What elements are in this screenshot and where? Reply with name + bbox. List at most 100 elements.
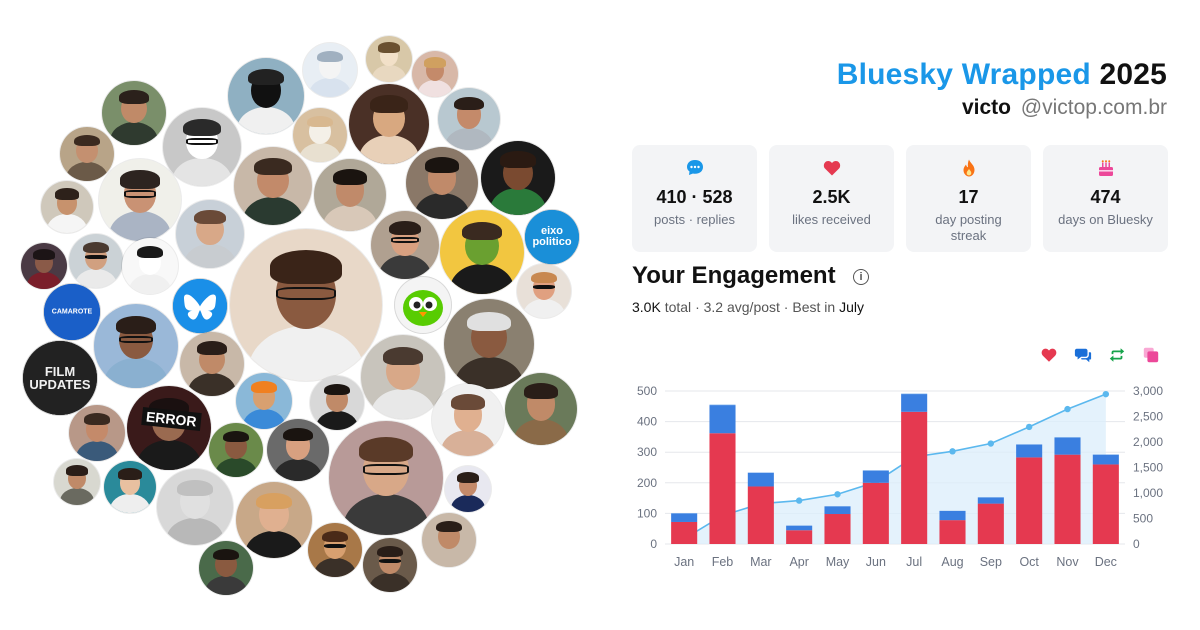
eixo-politico-avatar[interactable]: eixo politico [525, 210, 579, 264]
y2-tick-label: 0 [1133, 537, 1140, 551]
avatar-hair [83, 412, 111, 426]
avatar-hair [523, 383, 559, 399]
bar-segment [747, 486, 774, 544]
avatar[interactable] [69, 405, 125, 461]
avatar[interactable] [366, 36, 412, 82]
avatar[interactable] [444, 299, 534, 389]
avatar[interactable] [209, 423, 263, 477]
reply-icon[interactable] [1072, 346, 1094, 368]
info-icon[interactable]: i [853, 269, 869, 285]
avatar[interactable] [440, 210, 524, 294]
avatar[interactable] [363, 538, 417, 592]
avatar-body [109, 121, 159, 145]
quote-icon[interactable] [1140, 346, 1162, 368]
avatar-glasses [186, 137, 218, 145]
avatar[interactable] [163, 108, 241, 186]
engagement-summary: 3.0K total · 3.2 avg/post · Best in July [632, 299, 864, 315]
avatar[interactable] [122, 238, 178, 294]
avatar[interactable] [54, 459, 100, 505]
avatar-body [450, 495, 486, 512]
avatar[interactable] [199, 541, 253, 595]
bar-segment [671, 513, 698, 522]
cumulative-point [795, 497, 803, 504]
x-tick-label: Jun [866, 555, 886, 569]
avatar-hair [456, 472, 480, 483]
engagement-avg: 3.2 avg/post [703, 299, 780, 315]
avatar[interactable] [505, 373, 577, 445]
avatar-hair [223, 430, 249, 443]
avatar[interactable] [310, 376, 364, 430]
days-value: 474 [1090, 187, 1121, 207]
bar-segment [1092, 464, 1119, 544]
avatar[interactable] [267, 419, 329, 481]
avatar[interactable] [422, 513, 476, 567]
avatar[interactable] [308, 523, 362, 577]
heart-icon[interactable] [1038, 346, 1060, 368]
avatar-body [66, 161, 108, 181]
avatar[interactable] [228, 58, 304, 134]
avatar[interactable] [230, 229, 382, 381]
avatar[interactable] [329, 421, 443, 535]
avatar[interactable] [349, 84, 429, 164]
stat-card-days: 474 days on Bluesky [1043, 145, 1168, 252]
avatar-glasses [379, 558, 401, 564]
avatar[interactable] [69, 234, 123, 288]
avatar-body [205, 575, 247, 595]
avatar-hair [358, 436, 414, 463]
avatar-body [128, 273, 172, 294]
y2-tick-label: 1,000 [1133, 486, 1163, 500]
x-tick-label: May [826, 555, 850, 569]
avatar[interactable] [303, 43, 357, 97]
avatar-body [166, 517, 224, 545]
avatar[interactable] [293, 108, 347, 162]
repost-icon[interactable] [1106, 346, 1128, 368]
owl-avatar[interactable] [395, 277, 451, 333]
y-tick-label: 200 [637, 476, 657, 490]
avatar[interactable] [517, 264, 571, 318]
avatar[interactable] [236, 482, 312, 558]
heart-icon [769, 158, 894, 180]
avatar[interactable] [481, 141, 555, 215]
avatar[interactable] [21, 243, 67, 289]
avatar-hair [247, 68, 285, 86]
avatar[interactable] [236, 373, 292, 429]
avatar[interactable] [102, 81, 166, 145]
avatar-hair [500, 151, 536, 168]
brand-title: Bluesky Wrapped [836, 58, 1091, 91]
bar-segment [1054, 437, 1081, 455]
bluesky-logo-avatar[interactable] [173, 279, 227, 333]
avatar[interactable] [445, 466, 491, 512]
x-tick-label: Dec [1095, 555, 1117, 569]
avatar[interactable] [60, 127, 114, 181]
avatar-body [299, 142, 341, 162]
avatar[interactable] [180, 332, 244, 396]
avatar-hair [461, 221, 503, 241]
avatar[interactable] [432, 384, 504, 456]
avatar-hair [117, 468, 143, 480]
bar-segment [862, 470, 889, 483]
avatar[interactable] [361, 335, 445, 419]
avatar[interactable] [314, 159, 386, 231]
avatar[interactable] [406, 147, 478, 219]
x-tick-label: Jul [906, 555, 922, 569]
bar-segment [709, 433, 736, 544]
avatar[interactable] [157, 469, 233, 545]
avatar[interactable] [104, 461, 156, 513]
avatar[interactable] [99, 159, 181, 241]
avatar-body [322, 205, 378, 231]
avatar-hair [176, 479, 214, 497]
avatar[interactable] [371, 211, 439, 279]
avatar[interactable] [94, 304, 178, 388]
avatar[interactable] [234, 147, 312, 225]
engagement-title: Your Engagement [632, 262, 836, 289]
bar-segment [786, 525, 813, 531]
avatar[interactable] [41, 181, 93, 233]
avatar-hair [377, 42, 401, 53]
avatar-hair [32, 249, 56, 260]
avatar[interactable] [176, 200, 244, 268]
avatar[interactable] [438, 88, 500, 150]
y-tick-label: 400 [637, 415, 657, 429]
film-updates-avatar[interactable]: FILM UPDATES [23, 341, 97, 415]
camarote-avatar[interactable]: CAMAROTE [44, 284, 100, 340]
avatar[interactable] [412, 51, 458, 97]
